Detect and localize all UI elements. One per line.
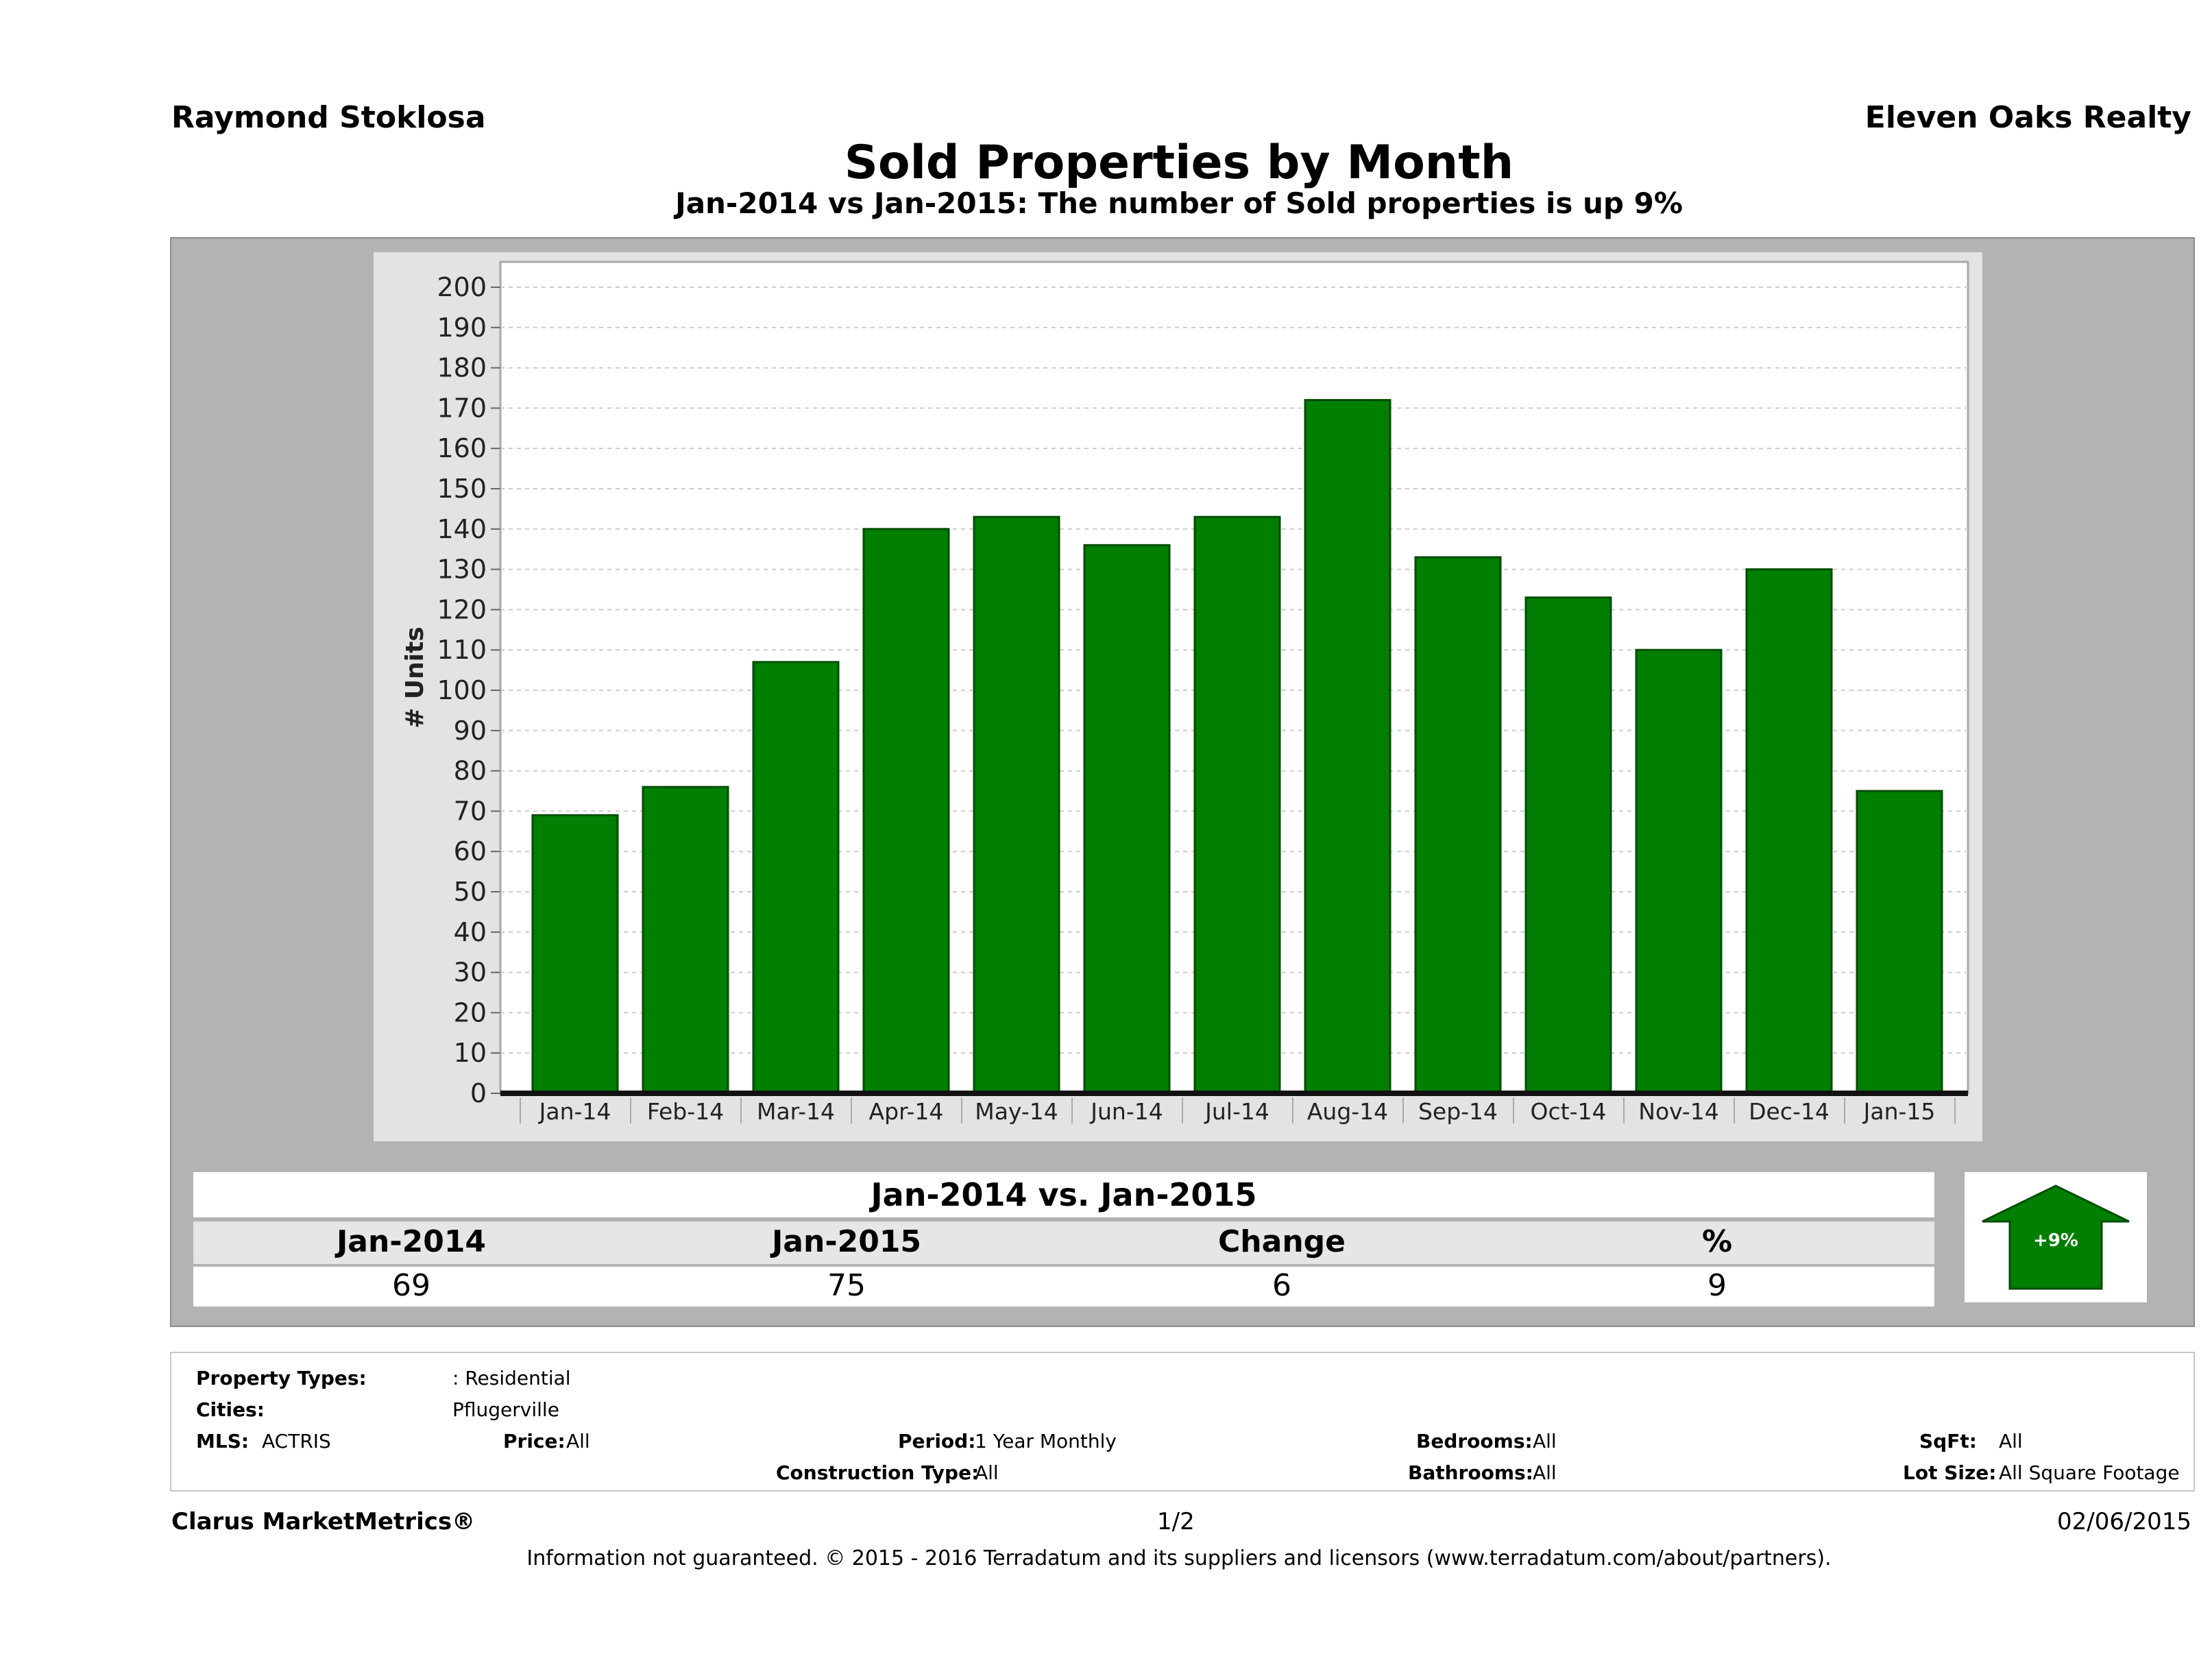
- sold-properties-bar-chart: 0 10 20 30 40 50 60 70 80 90 100 110 120 130 140 150 160…: [401, 260, 1969, 1125]
- y-tick-label: 40: [454, 917, 487, 947]
- y-tick-label: 60: [454, 836, 487, 866]
- bathrooms-label: Bathrooms:: [1408, 1461, 1533, 1484]
- mls-value: ACTRIS: [262, 1430, 331, 1452]
- x-tick-label: Dec-14: [1749, 1098, 1830, 1125]
- y-tick-label: 140: [437, 514, 487, 544]
- x-tick-label: Jun-14: [1089, 1098, 1163, 1125]
- product-name: Clarus MarketMetrics®: [171, 1508, 476, 1535]
- comparison-header-row: [193, 1172, 1934, 1217]
- property-types-label: Property Types:: [196, 1367, 367, 1389]
- bar-jun-14: [1083, 544, 1171, 1095]
- lot-size-label: Lot Size:: [1903, 1461, 1997, 1484]
- bar-jul-14: [1193, 515, 1281, 1095]
- x-tick-label: Jan-15: [1862, 1098, 1936, 1125]
- value-percent: 9: [1707, 1268, 1727, 1303]
- up-arrow-icon: +9%: [1982, 1184, 2130, 1290]
- bar-may-14: [973, 515, 1060, 1095]
- sqft-label: SqFt:: [1919, 1430, 1977, 1452]
- column-header-jan-2014: Jan-2014: [336, 1224, 487, 1259]
- bar-jan-15: [1856, 790, 1943, 1095]
- cities-value: Pflugerville: [452, 1398, 559, 1421]
- construction-type-label: Construction Type:: [776, 1461, 980, 1484]
- period-label: Period:: [898, 1430, 976, 1452]
- y-axis-label: # Units: [401, 627, 429, 729]
- x-tick-label: Jul-14: [1204, 1098, 1269, 1125]
- page-number: 1/2: [1157, 1508, 1195, 1535]
- chart-title: Sold Properties by Month: [844, 136, 1514, 190]
- cities-label: Cities:: [196, 1398, 265, 1421]
- bar-sep-14: [1414, 556, 1502, 1095]
- bar-apr-14: [862, 528, 950, 1095]
- y-tick-label: 80: [454, 756, 487, 786]
- bar-feb-14: [642, 786, 729, 1095]
- construction-type-value: All: [975, 1461, 999, 1484]
- bar-mar-14: [752, 661, 840, 1095]
- x-tick-label: Apr-14: [869, 1098, 944, 1125]
- x-tick-label: Mar-14: [757, 1098, 835, 1125]
- y-tick-label: 110: [437, 635, 487, 665]
- brokerage-name: Eleven Oaks Realty: [1864, 100, 2191, 135]
- x-tick-label: Oct-14: [1531, 1098, 1607, 1125]
- comparison-columns-row: [193, 1221, 1934, 1264]
- x-tick-label: May-14: [975, 1098, 1058, 1125]
- x-tick-label: Feb-14: [647, 1098, 724, 1125]
- y-tick-label: 180: [437, 353, 487, 383]
- bar-nov-14: [1635, 648, 1723, 1095]
- comparison-heading: Jan-2014 vs. Jan-2015: [871, 1176, 1257, 1213]
- chart-subtitle: Jan-2014 vs Jan-2015: The number of Sold…: [675, 186, 1683, 220]
- sqft-value: All: [1999, 1430, 2023, 1452]
- y-tick-label: 70: [454, 796, 487, 826]
- mls-label: MLS:: [196, 1430, 250, 1452]
- change-badge-text: +9%: [2033, 1230, 2078, 1251]
- value-change: 6: [1272, 1268, 1291, 1303]
- bedrooms-value: All: [1533, 1430, 1557, 1452]
- period-value: 1 Year Monthly: [975, 1430, 1117, 1452]
- change-indicator-box: +9%: [1965, 1172, 2147, 1302]
- disclaimer: Information not guaranteed. © 2015 - 201…: [526, 1546, 1832, 1570]
- bedrooms-label: Bedrooms:: [1416, 1430, 1533, 1452]
- y-tick-label: 170: [437, 393, 487, 423]
- price-label: Price:: [503, 1430, 566, 1452]
- bar-dec-14: [1745, 568, 1833, 1095]
- y-tick-label: 20: [454, 997, 487, 1028]
- filter-summary: [170, 1352, 2195, 1492]
- bar-oct-14: [1524, 596, 1612, 1095]
- x-tick-label: Sep-14: [1418, 1098, 1498, 1125]
- bar-aug-14: [1304, 399, 1391, 1095]
- column-header-jan-2015: Jan-2015: [771, 1224, 922, 1259]
- bar-jan-14: [531, 814, 619, 1095]
- x-tick-label: Aug-14: [1307, 1098, 1388, 1125]
- value-jan-2014: 69: [392, 1268, 430, 1303]
- y-tick-label: 150: [437, 474, 487, 504]
- y-tick-label: 0: [470, 1078, 487, 1108]
- column-header-change: Change: [1218, 1224, 1346, 1259]
- price-value: All: [566, 1430, 590, 1452]
- y-tick-label: 10: [454, 1038, 487, 1068]
- y-tick-label: 50: [454, 877, 487, 907]
- y-tick-label: 100: [437, 675, 487, 705]
- property-types-value: : Residential: [452, 1367, 571, 1389]
- y-tick-label: 90: [454, 716, 487, 746]
- comparison-values-row: [193, 1267, 1934, 1306]
- lot-size-value: All Square Footage: [1999, 1461, 2180, 1484]
- y-tick-label: 130: [437, 555, 487, 585]
- agent-name: Raymond Stoklosa: [171, 100, 486, 135]
- column-header-percent: %: [1701, 1224, 1733, 1259]
- y-tick-label: 120: [437, 594, 487, 624]
- y-tick-label: 160: [437, 433, 487, 463]
- report-date: 02/06/2015: [2057, 1508, 2191, 1535]
- y-tick-label: 190: [437, 313, 487, 343]
- bathrooms-value: All: [1533, 1461, 1557, 1484]
- y-tick-label: 30: [454, 958, 487, 988]
- x-tick-label: Jan-14: [538, 1098, 611, 1125]
- y-tick-label: 200: [437, 272, 487, 302]
- x-tick-label: Nov-14: [1638, 1098, 1718, 1125]
- value-jan-2015: 75: [827, 1268, 866, 1303]
